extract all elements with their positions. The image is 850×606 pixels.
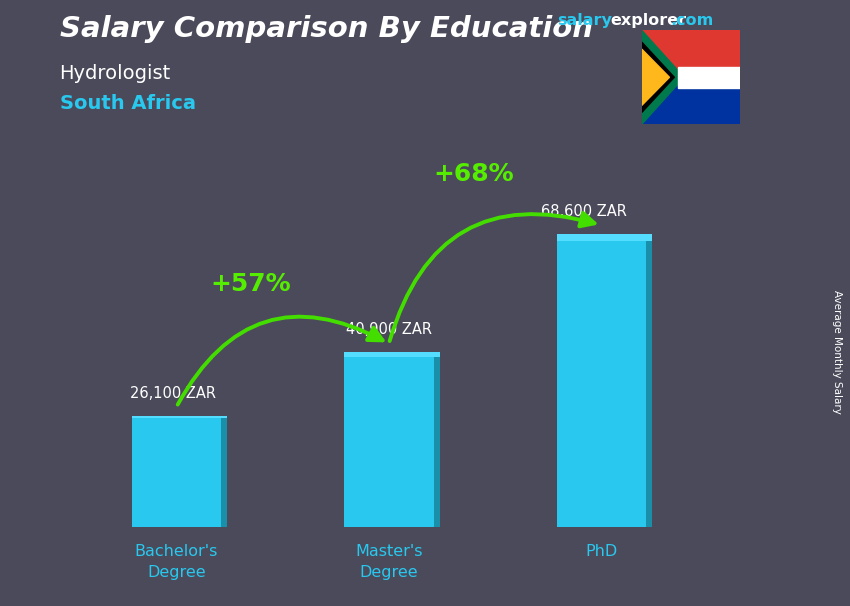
Text: .com: .com: [671, 13, 714, 28]
Text: South Africa: South Africa: [60, 94, 196, 113]
Bar: [434, 352, 439, 527]
Text: +68%: +68%: [434, 162, 514, 186]
Bar: [132, 416, 221, 527]
Bar: [221, 416, 227, 527]
Polygon shape: [642, 49, 670, 105]
Text: Average Monthly Salary: Average Monthly Salary: [832, 290, 842, 413]
Bar: [677, 67, 740, 77]
Text: salary: salary: [557, 13, 612, 28]
Text: 40,900 ZAR: 40,900 ZAR: [346, 322, 432, 338]
Bar: [642, 77, 740, 124]
Bar: [344, 352, 434, 527]
Text: Salary Comparison By Education: Salary Comparison By Education: [60, 15, 592, 43]
Text: +57%: +57%: [211, 272, 291, 296]
Text: 68,600 ZAR: 68,600 ZAR: [541, 204, 627, 219]
Text: 26,100 ZAR: 26,100 ZAR: [130, 385, 216, 401]
Bar: [344, 352, 439, 357]
Bar: [677, 77, 740, 88]
Bar: [132, 416, 227, 418]
Polygon shape: [642, 42, 674, 113]
Bar: [557, 234, 646, 527]
Bar: [642, 30, 740, 77]
Bar: [557, 234, 652, 241]
Text: Hydrologist: Hydrologist: [60, 64, 171, 82]
Text: explorer: explorer: [610, 13, 687, 28]
Polygon shape: [642, 30, 684, 124]
Bar: [646, 234, 652, 527]
